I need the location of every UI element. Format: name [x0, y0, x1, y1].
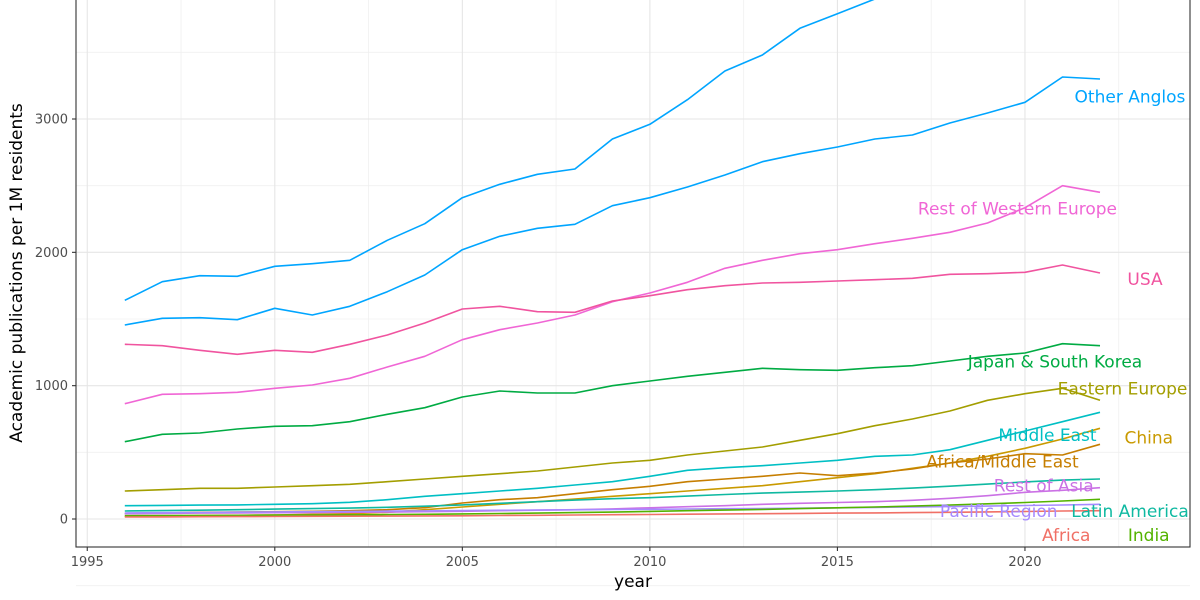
series-line: [124, 478, 1101, 512]
series-line: [124, 76, 1101, 326]
y-axis-ticks: 0 1000 2000 3000: [35, 113, 76, 528]
series-label: Eastern Europe: [1058, 379, 1188, 399]
series-line: [124, 342, 1101, 443]
series-line: [124, 503, 1101, 514]
series-line: [124, 411, 1101, 507]
series-label: India: [1128, 526, 1170, 546]
x-tick-label: 2010: [633, 555, 666, 570]
series-label: Africa: [1042, 526, 1091, 546]
x-tick-label: 2005: [446, 555, 479, 570]
y-tick-label: 3000: [35, 113, 68, 128]
series-label: Middle East: [998, 426, 1097, 446]
series-label: Pacific Region: [940, 502, 1058, 522]
series-line: [124, 264, 1101, 356]
y-tick-label: 1000: [35, 379, 68, 394]
series-label: Latin America: [1071, 502, 1189, 522]
y-tick-label: 0: [60, 513, 68, 528]
series-label: Africa/Middle East: [926, 453, 1079, 473]
x-tick-label: 2015: [821, 555, 854, 570]
plot-panel-border: [75, 0, 1191, 548]
grid-lines: [76, 0, 1190, 587]
series-label: Japan & South Korea: [967, 353, 1142, 373]
y-axis-title: Academic publications per 1M residents: [7, 103, 27, 443]
x-tick-label: 2000: [258, 555, 291, 570]
series-labels: Other Anglos Rest of Western Europe USA Jap…: [918, 87, 1189, 546]
series-line: [124, 498, 1101, 517]
series-label: USA: [1127, 270, 1163, 290]
y-tick-label: 2000: [35, 246, 68, 261]
x-tick-label: 2020: [1008, 555, 1041, 570]
x-tick-label: 1995: [71, 555, 104, 570]
series-line: [124, 509, 1101, 518]
series-line: [124, 387, 1101, 492]
series-label: China: [1124, 429, 1173, 449]
series-lines: [124, 0, 1101, 518]
x-axis-title: year: [614, 572, 652, 592]
x-axis-ticks: 1995 2000 2005 2010 2015 2020: [71, 547, 1042, 570]
series-line: [124, 0, 875, 302]
series-label: Other Anglos: [1075, 87, 1186, 107]
series-label: Rest of Asia: [994, 477, 1094, 497]
series-label: Rest of Western Europe: [918, 199, 1117, 219]
